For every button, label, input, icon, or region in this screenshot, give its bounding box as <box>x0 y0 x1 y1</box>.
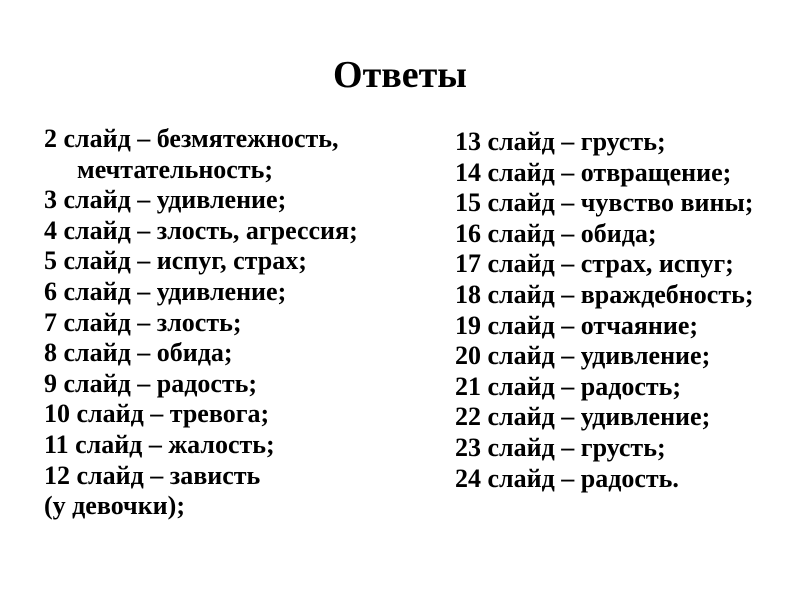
answers-right-column: 13 слайд – грусть; 14 слайд – отвращение… <box>455 127 785 494</box>
answer-line-14: 14 слайд – отвращение; <box>455 157 732 187</box>
answer-line-6: 6 слайд – удивление; <box>44 276 287 306</box>
answer-line-24: 24 слайд – радость. <box>455 463 679 493</box>
answer-line-3: 3 слайд – удивление; <box>44 185 287 215</box>
answer-line-12-note: (у девочки); <box>44 491 185 521</box>
answer-line-9: 9 слайд – радость; <box>44 368 258 398</box>
answer-line-5: 5 слайд – испуг, страх; <box>44 246 307 276</box>
answer-line-23: 23 слайд – грусть; <box>455 432 666 462</box>
answer-line-17: 17 слайд – страх, испуг; <box>455 249 734 279</box>
answer-line-13: 13 слайд – грусть; <box>455 127 666 156</box>
answer-line-7: 7 слайд – злость; <box>44 307 242 337</box>
answer-line-12: 12 слайд – зависть <box>44 460 261 490</box>
answer-line-11: 11 слайд – жалость; <box>44 429 275 459</box>
slide-title: Ответы <box>333 54 467 96</box>
answer-line-2-continuation: мечтательность; <box>77 154 274 184</box>
answer-line-16: 16 слайд – обида; <box>455 218 657 248</box>
answers-left-column: 2 слайд – безмятежность, мечтательность;… <box>44 124 424 522</box>
answer-line-15: 15 слайд – чувство вины; <box>455 188 754 218</box>
answer-line-20: 20 слайд – удивление; <box>455 341 711 371</box>
answer-line-8: 8 слайд – обида; <box>44 338 233 368</box>
answer-line-22: 22 слайд – удивление; <box>455 402 711 432</box>
answer-line-19: 19 слайд – отчаяние; <box>455 310 699 340</box>
answer-line-18: 18 слайд – враждебность; <box>455 279 754 309</box>
answer-line-10: 10 слайд – тревога; <box>44 399 270 429</box>
answer-line-21: 21 слайд – радость; <box>455 371 682 401</box>
answer-line-2: 2 слайд – безмятежность, <box>44 124 339 153</box>
answer-line-4: 4 слайд – злость, агрессия; <box>44 215 358 245</box>
